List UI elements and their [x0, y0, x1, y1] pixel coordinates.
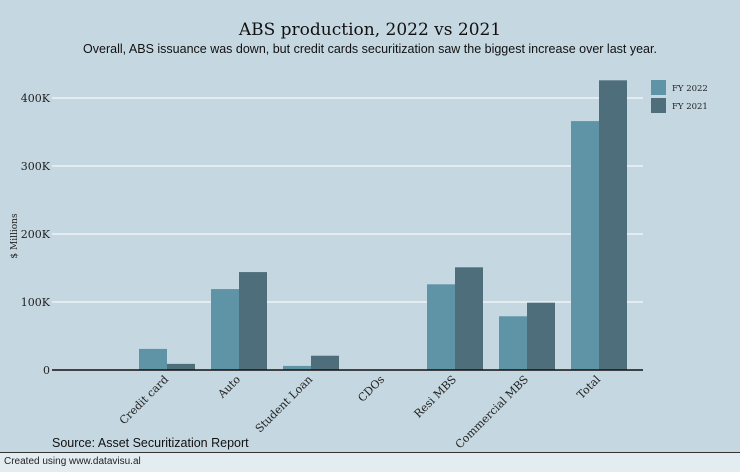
bar-fy-2022	[139, 348, 167, 370]
x-tick-label: Auto	[215, 373, 244, 402]
footer-bar: Created using www.datavisu.al	[0, 452, 740, 472]
y-axis-label: $ Millions	[10, 213, 20, 259]
y-tick-label: 0	[43, 364, 50, 377]
y-tick-label: 200K	[21, 228, 51, 241]
x-tick-label: Credit card	[117, 373, 171, 427]
bar-fy-2021	[239, 272, 267, 370]
x-tick-label: CDOs	[355, 373, 387, 405]
bar-fy-2022	[283, 365, 311, 370]
bar-fy-2021	[527, 302, 555, 370]
bar-fy-2022	[499, 316, 527, 370]
footer-credit[interactable]: Created using www.datavisu.al	[4, 456, 141, 467]
bar-fy-2021	[455, 267, 483, 370]
x-tick-label: Student Loan	[253, 373, 315, 435]
bar-fy-2021	[599, 80, 627, 370]
y-tick-label: 300K	[21, 160, 51, 173]
bar-fy-2021	[311, 355, 339, 370]
y-tick-label: 400K	[21, 92, 51, 105]
source-note: Source: Asset Securitization Report	[52, 436, 249, 450]
legend-swatch	[651, 98, 666, 113]
chart-title: ABS production, 2022 vs 2021	[238, 20, 502, 40]
y-tick-label: 100K	[21, 296, 51, 309]
bar-fy-2022	[211, 289, 239, 370]
x-tick-label: Commercial MBS	[453, 373, 531, 451]
legend-label: FY 2022	[672, 84, 708, 94]
bar-fy-2022	[427, 284, 455, 370]
legend-swatch	[651, 80, 666, 95]
chart-subtitle: Overall, ABS issuance was down, but cred…	[83, 42, 657, 56]
x-tick-label: Total	[574, 373, 603, 402]
bar-fy-2021	[167, 363, 195, 370]
bar-fy-2022	[571, 121, 599, 371]
x-tick-label: Resi MBS	[412, 373, 460, 421]
legend-label: FY 2021	[672, 102, 708, 112]
